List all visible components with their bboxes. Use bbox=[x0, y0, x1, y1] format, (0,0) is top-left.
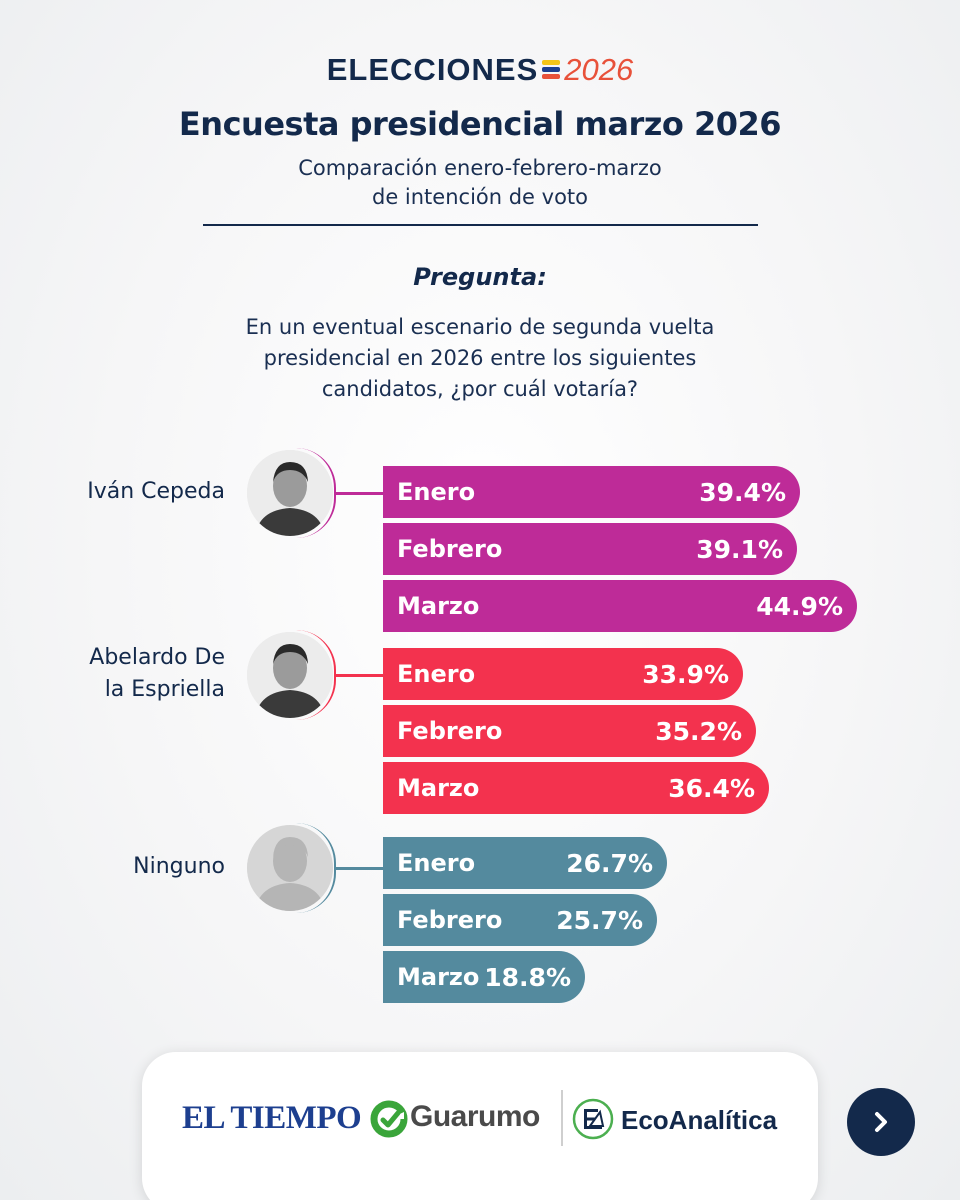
bar: Febrero 35.2% bbox=[383, 705, 756, 757]
candidate-name-line: Iván Cepeda bbox=[87, 479, 225, 504]
next-button[interactable] bbox=[847, 1088, 915, 1156]
bar-value-label: 25.7% bbox=[556, 905, 643, 935]
candidate-connector bbox=[336, 674, 383, 677]
bar-value-label: 33.9% bbox=[642, 659, 729, 689]
candidate-name-line: Ninguno bbox=[133, 854, 225, 879]
page-subtitle: Comparación enero-febrero-marzo de inten… bbox=[0, 154, 960, 212]
candidate-name: Abelardo De la Espriella bbox=[89, 642, 225, 706]
candidate-photo bbox=[247, 450, 333, 536]
question-label: Pregunta: bbox=[413, 263, 547, 291]
bar-category-label: Febrero bbox=[397, 535, 503, 563]
colombia-flag-icon bbox=[542, 59, 561, 81]
question-text: En un eventual escenario de segunda vuel… bbox=[0, 312, 960, 405]
candidate-bracket bbox=[296, 823, 336, 913]
subtitle-line-2: de intención de voto bbox=[371, 185, 589, 209]
bar: Marzo 18.8% bbox=[383, 951, 585, 1003]
bar-value-label: 36.4% bbox=[668, 773, 755, 803]
bar-category-label: Febrero bbox=[397, 717, 503, 745]
candidate-name: Iván Cepeda bbox=[87, 476, 225, 508]
guarumo-logo: Guarumo bbox=[410, 1100, 540, 1133]
header-divider bbox=[203, 224, 758, 226]
bar: Febrero 39.1% bbox=[383, 523, 797, 575]
bar-value-label: 26.7% bbox=[566, 848, 653, 878]
el-tiempo-logo: EL TIEMPO bbox=[182, 1100, 362, 1136]
question-line-2: presidencial en 2026 entre los siguiente… bbox=[263, 346, 697, 370]
candidate-bracket bbox=[296, 630, 336, 720]
chevron-right-icon bbox=[875, 1112, 887, 1132]
candidate-name-line: la Espriella bbox=[104, 677, 225, 702]
subtitle-line-1: Comparación enero-febrero-marzo bbox=[298, 156, 662, 180]
bar-value-label: 39.1% bbox=[696, 534, 783, 564]
bar-category-label: Marzo bbox=[397, 592, 480, 620]
candidate-name-line: Abelardo De bbox=[89, 645, 225, 670]
bar: Enero 26.7% bbox=[383, 837, 667, 889]
ecoanalitica-logo-icon bbox=[572, 1098, 614, 1140]
bar-value-label: 44.9% bbox=[756, 591, 843, 621]
question-line-1: En un eventual escenario de segunda vuel… bbox=[245, 315, 715, 339]
ecoanalitica-logo: EcoAnalítica bbox=[621, 1105, 778, 1135]
question-line-3: candidatos, ¿por cuál votaría? bbox=[321, 377, 639, 401]
guarumo-logo-icon bbox=[370, 1100, 408, 1138]
bar-category-label: Marzo bbox=[397, 963, 480, 991]
bar: Enero 39.4% bbox=[383, 466, 800, 518]
candidate-photo bbox=[247, 632, 333, 718]
logo-word: ELECCIONES bbox=[326, 52, 539, 87]
bar: Enero 33.9% bbox=[383, 648, 743, 700]
footer-card bbox=[142, 1052, 818, 1200]
bar: Febrero 25.7% bbox=[383, 894, 657, 946]
bar: Marzo 44.9% bbox=[383, 580, 857, 632]
bar-category-label: Enero bbox=[397, 660, 476, 688]
candidate-bracket bbox=[296, 448, 336, 538]
bar-category-label: Febrero bbox=[397, 906, 503, 934]
bar-value-label: 35.2% bbox=[655, 716, 742, 746]
bar: Marzo 36.4% bbox=[383, 762, 769, 814]
placeholder-avatar bbox=[247, 825, 333, 911]
candidate-name: Ninguno bbox=[133, 851, 225, 883]
footer-separator bbox=[561, 1090, 563, 1146]
bar-category-label: Enero bbox=[397, 849, 476, 877]
logo-year: 2026 bbox=[564, 52, 634, 87]
candidate-connector bbox=[336, 867, 383, 870]
candidate-connector bbox=[336, 492, 383, 495]
bar-category-label: Enero bbox=[397, 478, 476, 506]
bar-category-label: Marzo bbox=[397, 774, 480, 802]
elecciones-logo: ELECCIONES 2026 bbox=[0, 50, 960, 90]
bar-value-label: 18.8% bbox=[484, 962, 571, 992]
page-title: Encuesta presidencial marzo 2026 bbox=[178, 105, 782, 143]
bar-value-label: 39.4% bbox=[699, 477, 786, 507]
